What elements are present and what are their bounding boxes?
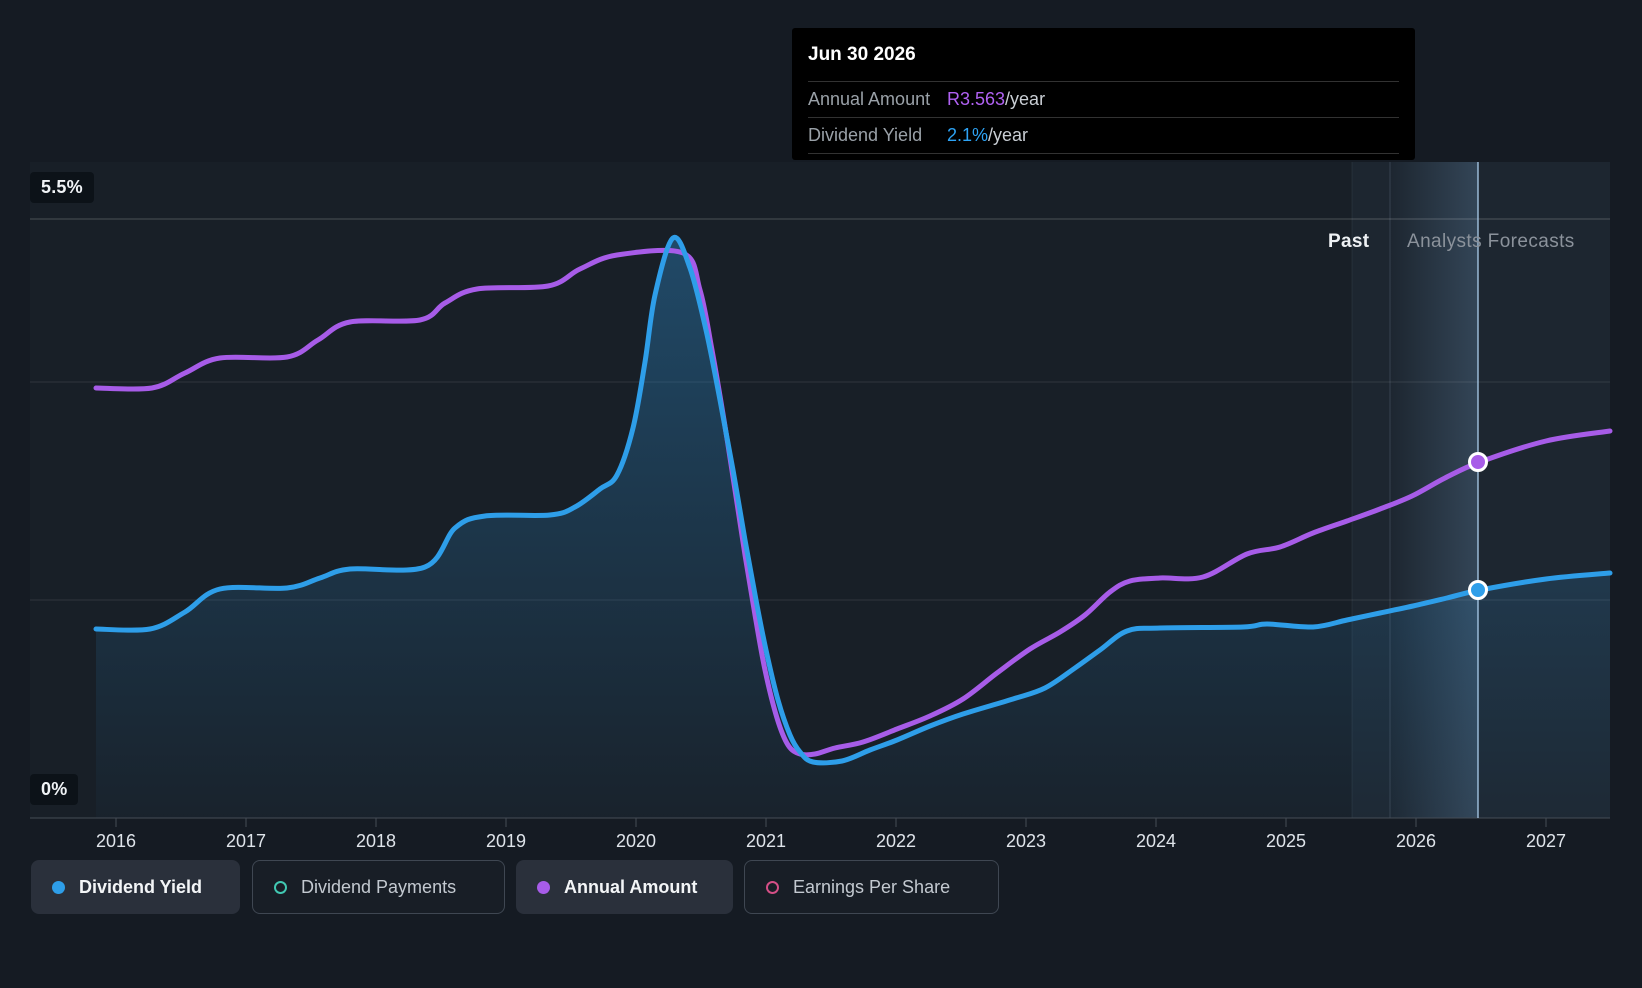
forecast-label: Analysts Forecasts <box>1407 231 1575 252</box>
legend: Dividend Yield Dividend Payments Annual Am… <box>0 860 1642 914</box>
tooltip-row-1: Dividend Yield 2.1%/year <box>808 117 1399 153</box>
dividend-yield-line <box>93 234 1613 766</box>
x-axis-year-label-2016: 2016 <box>95 831 137 851</box>
legend-ring-icon <box>766 880 779 894</box>
tooltip-rows: Annual Amount R3.563/year Dividend Yield 2.… <box>808 81 1399 153</box>
tooltip-row-value: 2.1% <box>947 125 989 145</box>
tooltip-row-label: Dividend Yield <box>808 125 923 145</box>
x-axis-year-label-2025: 2025 <box>1265 831 1307 851</box>
x-axis-year-label-2017: 2017 <box>225 831 267 851</box>
x-axis-year-label-2023: 2023 <box>1005 831 1047 851</box>
tooltip: Jun 30 2026 Annual Amount R3.563/year Divi… <box>792 28 1415 160</box>
legend-ring-icon <box>274 880 287 894</box>
tooltip-bottom-divider <box>808 153 1399 154</box>
legend-button-dividend-payments[interactable]: Dividend Payments <box>252 860 505 914</box>
x-axis-year-label-2021: 2021 <box>745 831 787 851</box>
dividend-yield-marker <box>1468 580 1488 600</box>
y-axis-label-min: 0% <box>30 774 79 805</box>
legend-button-label: Earnings Per Share <box>793 876 951 897</box>
tooltip-row-suffix: /year <box>988 125 1029 145</box>
annual-amount-marker <box>1468 452 1488 472</box>
legend-button-annual-amount[interactable]: Annual Amount <box>516 860 733 914</box>
legend-button-label: Dividend Payments <box>301 876 457 897</box>
x-axis-year-label-2026: 2026 <box>1395 831 1437 851</box>
legend-button-label: Annual Amount <box>564 876 698 897</box>
legend-button-earnings-per-share[interactable]: Earnings Per Share <box>744 860 999 914</box>
legend-button-dividend-yield[interactable]: Dividend Yield <box>31 860 240 914</box>
x-axis-year-label-2020: 2020 <box>615 831 657 851</box>
x-axis-year-label-2027: 2027 <box>1525 831 1567 851</box>
legend-filled-dot-icon <box>537 880 550 894</box>
tooltip-date: Jun 30 2026 <box>808 43 916 65</box>
y-axis-label-max: 5.5% <box>30 172 94 203</box>
x-axis-year-label-2022: 2022 <box>875 831 917 851</box>
legend-button-label: Dividend Yield <box>79 876 203 897</box>
tooltip-row-0: Annual Amount R3.563/year <box>808 81 1399 117</box>
x-axis-year-label-2024: 2024 <box>1135 831 1177 851</box>
x-axis-year-label-2018: 2018 <box>355 831 397 851</box>
x-axis-year-label-2019: 2019 <box>485 831 527 851</box>
dividend-yield-area-fill <box>96 237 1610 818</box>
tooltip-row-value: R3.563 <box>947 89 1006 109</box>
tooltip-row-label: Annual Amount <box>808 89 931 109</box>
legend-filled-dot-icon <box>52 880 65 894</box>
past-label: Past <box>1328 231 1370 252</box>
tooltip-row-suffix: /year <box>1005 89 1046 109</box>
